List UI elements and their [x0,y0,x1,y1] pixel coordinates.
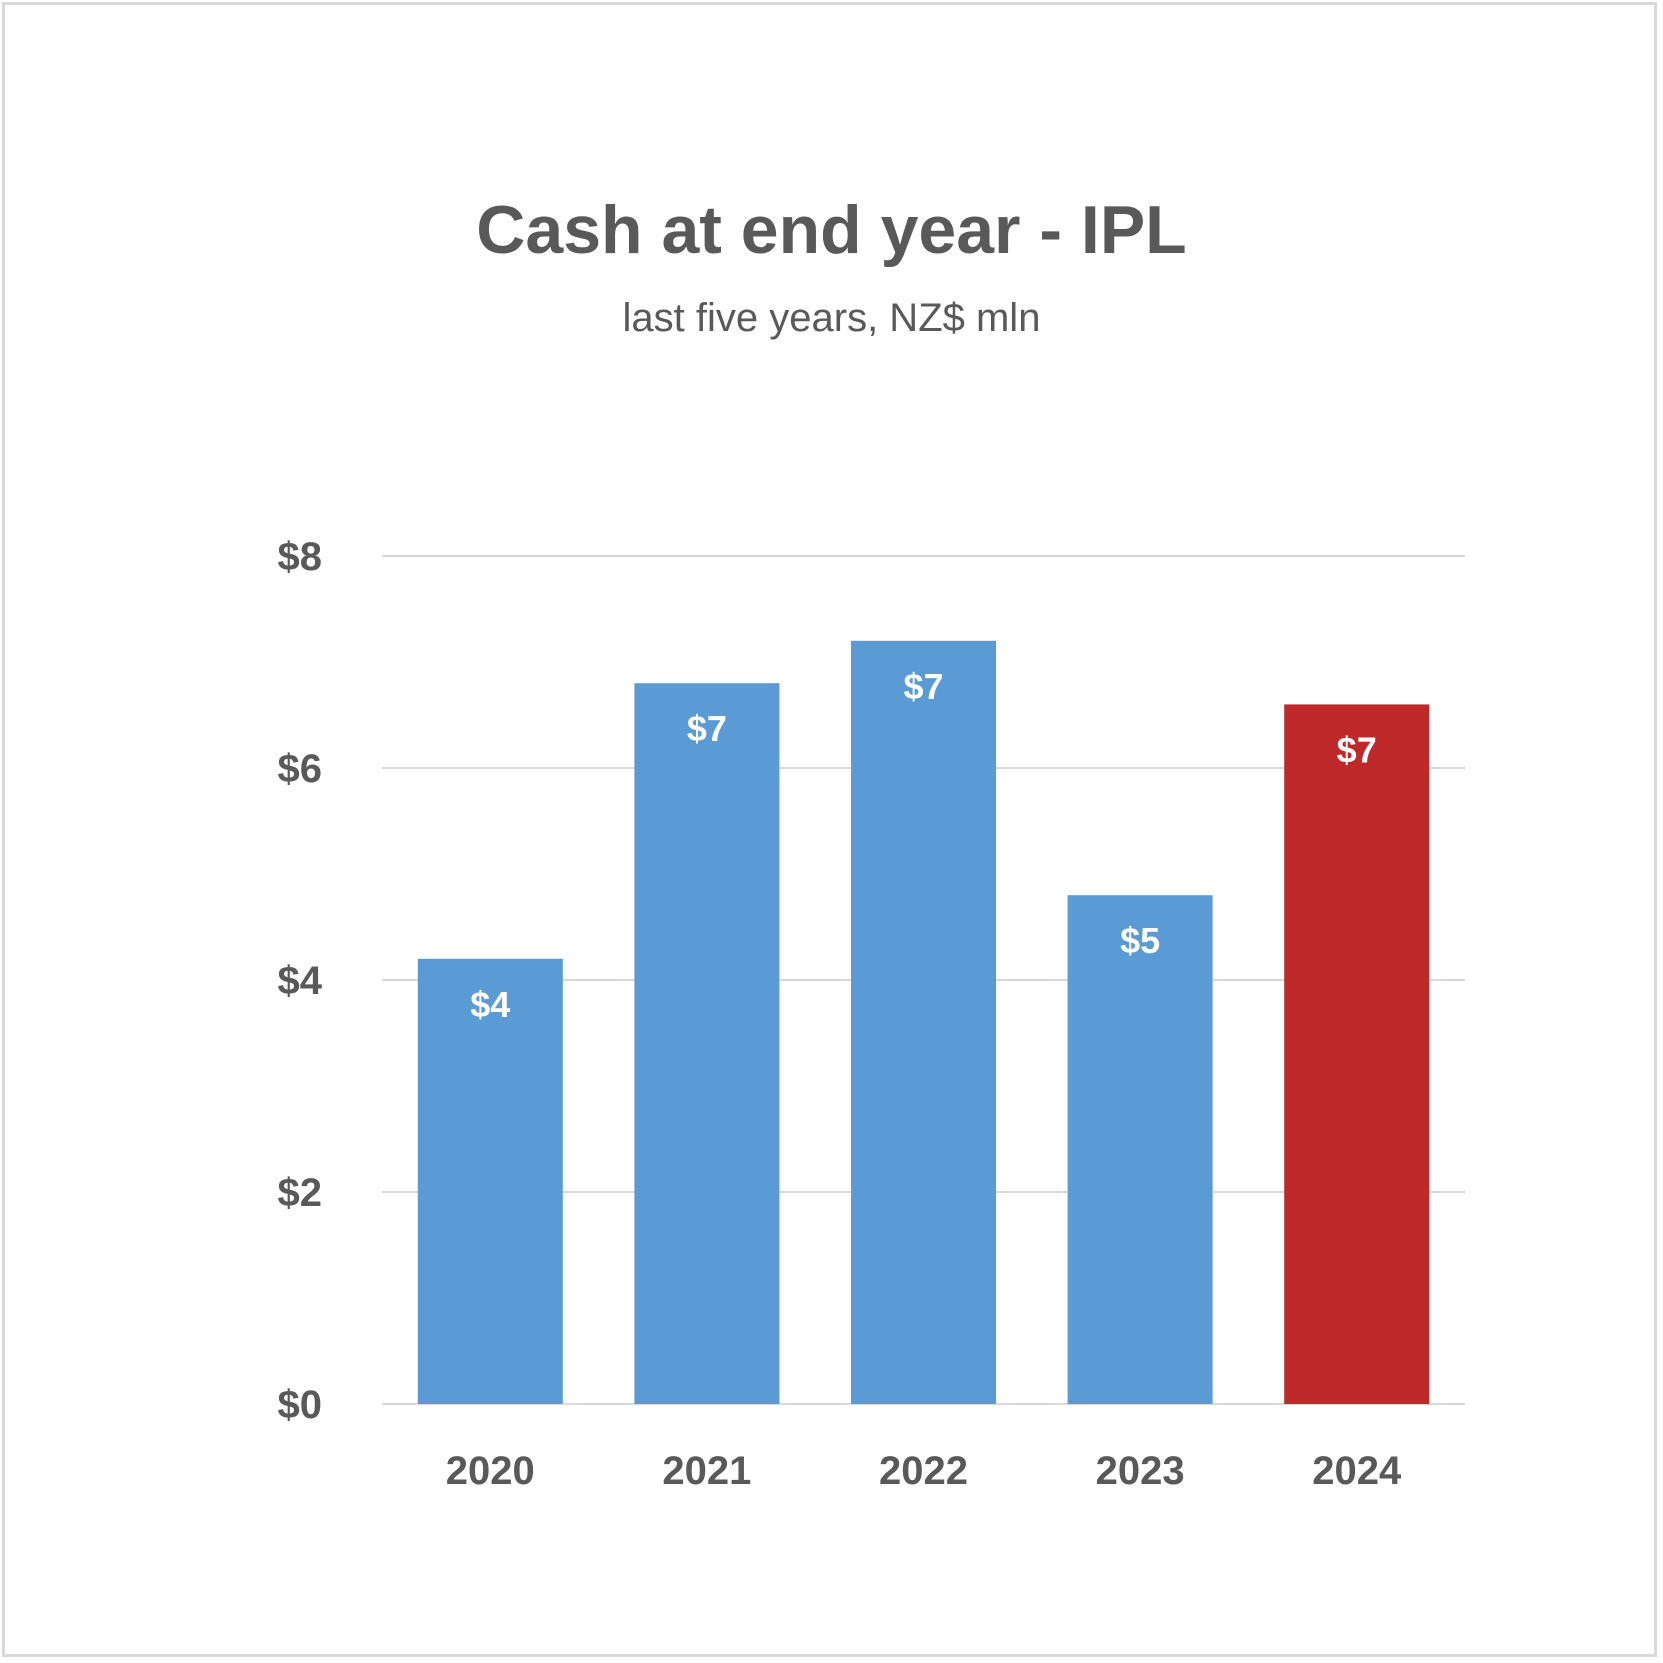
data-label: $7 [903,666,943,707]
chart-subtitle: last five years, NZ$ mln [622,296,1041,340]
x-tick-label: 2020 [446,1449,535,1493]
bars [417,640,1430,1404]
chart-title: Cash at end year - IPL [476,192,1187,268]
bar-2021 [634,683,780,1404]
data-label: $4 [470,984,510,1025]
x-axis-ticks: 2020 2021 2022 2023 2024 [446,1449,1402,1493]
data-label: $5 [1120,920,1160,961]
y-tick-label: $6 [278,747,323,791]
bar-2024 [1284,704,1430,1404]
x-tick-label: 2022 [879,1449,968,1493]
y-tick-label: $8 [278,535,323,579]
y-axis-ticks: $0 $2 $4 $6 $8 [278,535,323,1427]
x-tick-label: 2024 [1312,1449,1402,1493]
bar-2022 [851,640,996,1404]
bar-2023 [1067,895,1213,1404]
data-labels: $4 $7 $7 $5 $7 [470,666,1376,1025]
data-label: $7 [1337,729,1377,770]
y-tick-label: $4 [278,959,323,1003]
y-tick-label: $0 [278,1383,323,1427]
x-tick-label: 2021 [662,1449,751,1493]
data-label: $7 [687,708,727,749]
x-tick-label: 2023 [1096,1449,1185,1493]
y-tick-label: $2 [278,1171,323,1215]
bar-2020 [417,958,563,1404]
